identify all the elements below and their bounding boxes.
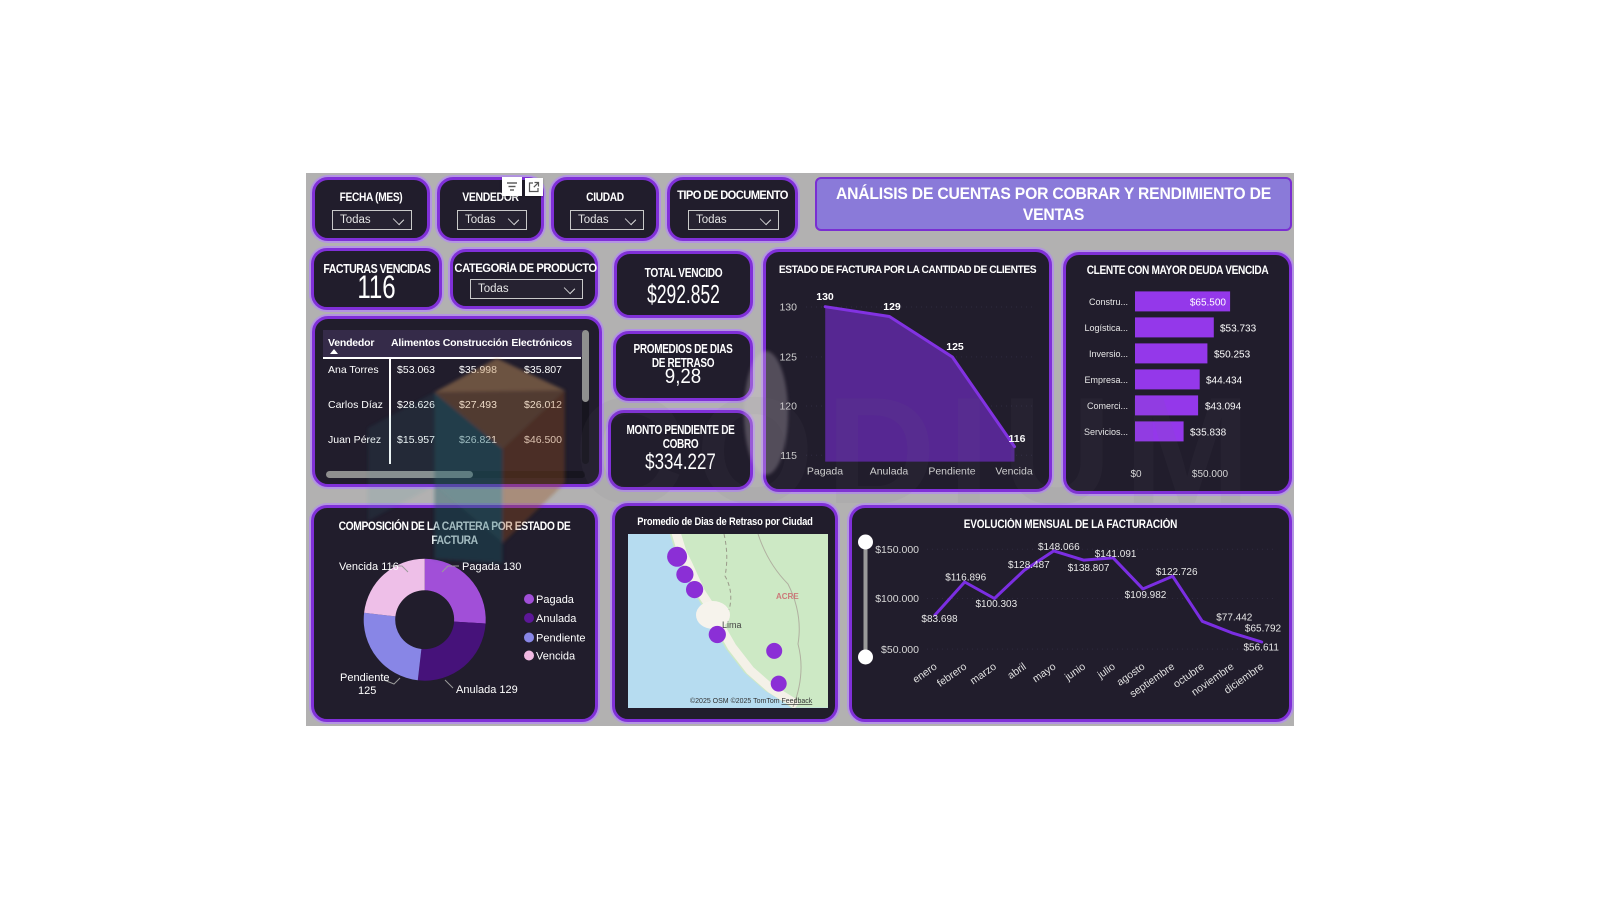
svg-text:$109.982: $109.982 <box>1125 590 1167 601</box>
svg-text:ACRE: ACRE <box>776 592 799 601</box>
svg-text:©2025 OSM ©2025 TomTom Feedb: ©2025 OSM ©2025 TomTom Feedback <box>690 697 813 705</box>
svg-text:abril: abril <box>1005 661 1028 682</box>
svg-text:$65.500: $65.500 <box>1190 298 1227 309</box>
svg-text:enero: enero <box>911 661 940 686</box>
svg-text:Pagada: Pagada <box>536 594 575 606</box>
svg-text:Anulada: Anulada <box>870 466 909 478</box>
svg-text:$141.091: $141.091 <box>1095 549 1137 560</box>
svg-text:$100.000: $100.000 <box>875 593 919 605</box>
svg-text:115: 115 <box>780 450 797 462</box>
svg-text:Constru...: Constru... <box>1089 297 1128 307</box>
svg-text:$116.896: $116.896 <box>945 573 986 584</box>
svg-text:Anulada 129: Anulada 129 <box>456 684 518 696</box>
svg-text:$100.303: $100.303 <box>975 599 1017 610</box>
svg-text:Pendiente: Pendiente <box>536 633 586 645</box>
svg-text:130: 130 <box>779 302 797 314</box>
svg-text:$56.611: $56.611 <box>1243 642 1279 653</box>
svg-text:Vencida: Vencida <box>995 466 1033 478</box>
svg-text:Pendiente: Pendiente <box>928 466 975 478</box>
svg-text:Pendiente: Pendiente <box>340 672 390 684</box>
svg-text:$65.792: $65.792 <box>1245 624 1282 635</box>
svg-text:mayo: mayo <box>1030 661 1058 686</box>
svg-text:$50.253: $50.253 <box>1214 350 1251 361</box>
svg-text:Pagada 130: Pagada 130 <box>462 561 521 573</box>
svg-text:Inversio...: Inversio... <box>1089 349 1128 359</box>
svg-text:125: 125 <box>946 341 964 353</box>
svg-text:130: 130 <box>816 291 834 303</box>
svg-text:$50.000: $50.000 <box>881 644 919 656</box>
svg-text:$35.838: $35.838 <box>1190 428 1227 439</box>
svg-text:120: 120 <box>779 401 797 413</box>
svg-text:$122.726: $122.726 <box>1156 567 1198 578</box>
svg-text:Servicios...: Servicios... <box>1084 427 1128 437</box>
svg-text:$83.698: $83.698 <box>921 614 958 625</box>
svg-text:Vencida 116: Vencida 116 <box>339 561 399 573</box>
svg-text:$53.733: $53.733 <box>1220 324 1257 335</box>
svg-text:Vencida: Vencida <box>536 651 576 663</box>
svg-text:Comerci...: Comerci... <box>1087 401 1128 411</box>
svg-text:$138.807: $138.807 <box>1068 563 1110 574</box>
svg-text:$77.442: $77.442 <box>1216 613 1253 624</box>
svg-text:125: 125 <box>779 352 797 364</box>
svg-text:$128.487: $128.487 <box>1008 560 1050 571</box>
svg-text:marzo: marzo <box>968 661 999 688</box>
svg-text:129: 129 <box>883 301 901 313</box>
svg-text:Empresa...: Empresa... <box>1084 375 1128 385</box>
svg-text:$148.066: $148.066 <box>1038 542 1080 553</box>
svg-text:Pagada: Pagada <box>807 466 843 478</box>
svg-text:$50.000: $50.000 <box>1192 469 1229 480</box>
svg-text:$0: $0 <box>1130 469 1142 480</box>
svg-text:$43.094: $43.094 <box>1205 402 1242 413</box>
svg-text:125: 125 <box>358 685 376 697</box>
svg-text:Logística...: Logística... <box>1084 323 1128 333</box>
svg-text:116: 116 <box>1009 433 1026 445</box>
svg-text:$44.434: $44.434 <box>1206 376 1243 387</box>
svg-text:febrero: febrero <box>935 661 969 690</box>
svg-text:Lima: Lima <box>722 620 742 630</box>
svg-text:Anulada: Anulada <box>536 613 577 625</box>
svg-text:junio: junio <box>1062 661 1088 684</box>
svg-text:$150.000: $150.000 <box>875 544 919 556</box>
